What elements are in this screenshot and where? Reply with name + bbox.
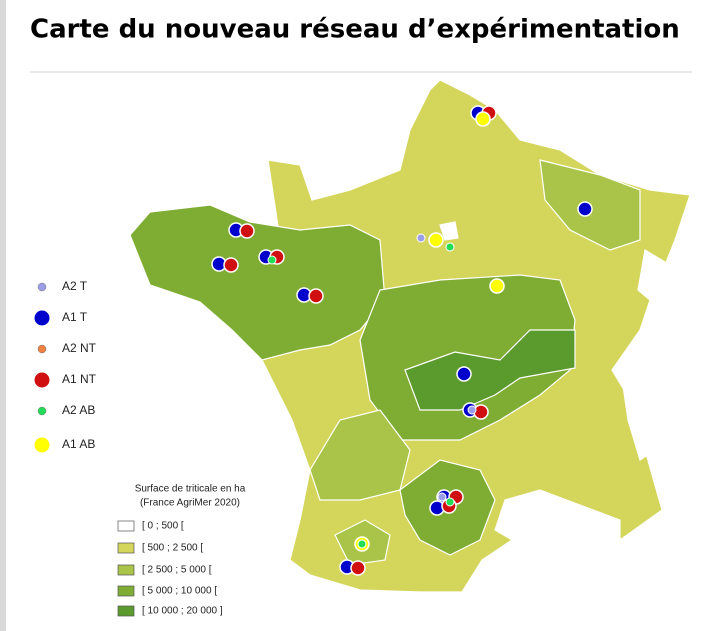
site-marker <box>223 257 239 273</box>
map <box>129 79 691 593</box>
surface-swatch <box>117 585 135 597</box>
legend-symbol <box>37 282 47 292</box>
site-marker <box>489 278 505 294</box>
surface-label: [ 0 ; 500 [ <box>142 521 184 532</box>
region-southwest <box>309 409 411 501</box>
region-east-white <box>637 249 666 301</box>
site-marker <box>577 201 593 217</box>
site-marker <box>350 560 366 576</box>
site-marker <box>416 233 426 243</box>
site-marker <box>456 366 472 382</box>
site-marker <box>428 232 444 248</box>
surface-label: [ 10 000 ; 20 000 ] <box>142 606 223 617</box>
legend-label: A1 AB <box>62 437 95 451</box>
legend-label: A2 T <box>62 279 88 293</box>
surface-legend-title: Surface de triticale en ha <box>135 484 246 495</box>
legend-symbol <box>37 406 47 416</box>
surface-legend-title: (France AgriMer 2020) <box>140 498 240 509</box>
site-marker <box>308 288 324 304</box>
surface-swatch <box>117 520 135 532</box>
site-marker <box>467 405 477 415</box>
site-marker <box>473 404 489 420</box>
site-marker <box>239 223 255 239</box>
site-marker <box>475 111 491 127</box>
legend-label: A1 T <box>62 310 88 324</box>
site-marker <box>437 492 447 502</box>
region-alps-white <box>619 359 656 461</box>
surface-label: [ 500 ; 2 500 [ <box>142 543 203 554</box>
site-marker <box>267 255 277 265</box>
legend-label: A1 NT <box>62 372 97 386</box>
legend-symbol <box>34 437 50 453</box>
title: Carte du nouveau réseau d’expérimentatio… <box>30 15 680 45</box>
site-marker <box>445 242 455 252</box>
legend-label: A2 NT <box>62 341 97 355</box>
legend-symbol <box>37 344 47 354</box>
region-west <box>129 204 386 361</box>
surface-legend: Surface de triticale en ha (France AgriMe… <box>117 484 246 617</box>
surface-label: [ 5 000 ; 10 000 [ <box>142 586 217 597</box>
site-marker <box>357 539 367 549</box>
point-legend: A2 T A1 T A2 NT A1 NT A2 AB A1 AB <box>34 279 97 453</box>
site-marker <box>445 497 455 507</box>
region-center-dark <box>404 329 576 411</box>
surface-swatch <box>117 605 135 617</box>
legend-symbol <box>34 310 50 326</box>
surface-swatch <box>117 542 135 554</box>
region-paris <box>439 221 459 241</box>
surface-label: [ 2 500 ; 5 000 [ <box>142 565 212 576</box>
region-southeast-white <box>494 489 621 541</box>
legend-symbol <box>34 372 50 388</box>
surface-swatch <box>117 564 135 576</box>
left-border <box>0 0 6 631</box>
legend-label: A2 AB <box>62 403 95 417</box>
